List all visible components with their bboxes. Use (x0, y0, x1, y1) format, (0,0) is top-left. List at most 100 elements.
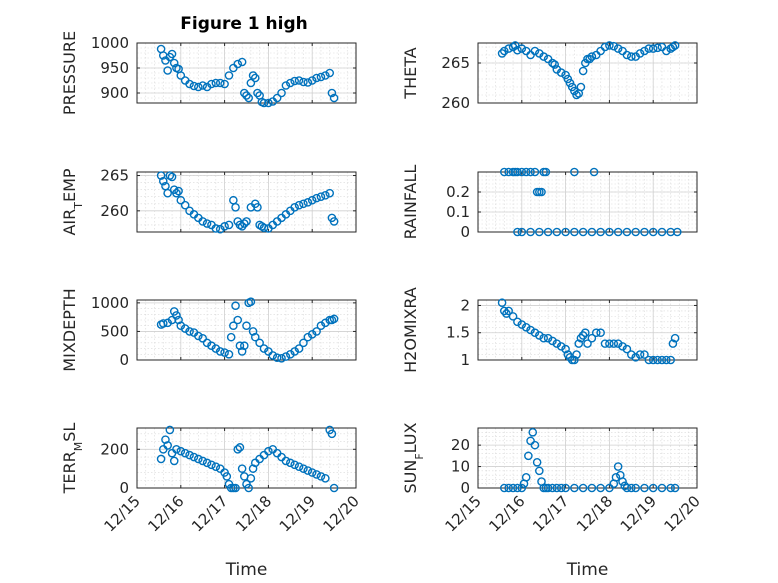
data-point (609, 339, 619, 348)
y-tick-label: 900 (100, 84, 129, 102)
data-point (662, 355, 671, 365)
data-point (570, 167, 579, 177)
data-point (312, 327, 321, 336)
data-point (294, 200, 304, 210)
data-point (648, 483, 658, 493)
data-point (537, 187, 546, 197)
data-point (235, 341, 245, 351)
x-tick-label: 12/18 (232, 492, 275, 535)
data-point (618, 342, 627, 351)
data-point (543, 333, 553, 343)
y-tick-label: 1000 (91, 294, 129, 312)
y-tick-label: 0.1 (446, 203, 470, 221)
data-point (167, 172, 177, 182)
data-point (526, 436, 535, 446)
data-point (556, 342, 566, 351)
data-point (517, 227, 527, 237)
x-tick-label: 12/16 (144, 492, 187, 535)
y-tick-label: 0.2 (446, 183, 470, 201)
data-point (611, 472, 621, 482)
data-point (233, 59, 243, 69)
data-point (290, 202, 299, 212)
data-point (613, 44, 623, 53)
x-tick-label: 12/20 (320, 492, 363, 535)
data-point (622, 227, 632, 237)
data-point (248, 327, 258, 336)
subplot-h2omixra: 1 1.5 2 H2OMIXRA (401, 287, 698, 373)
data-point (176, 446, 186, 456)
data-point (530, 167, 540, 177)
data-point (543, 227, 553, 237)
data-point (517, 167, 527, 177)
data-point (627, 52, 636, 61)
data-point (240, 88, 249, 98)
data-point (244, 93, 253, 103)
data-point (648, 227, 658, 237)
data-point (570, 483, 579, 493)
axes-frame (477, 42, 698, 104)
data-point (224, 220, 234, 230)
data-point (327, 429, 337, 439)
data-point (233, 315, 243, 325)
data-point (631, 352, 640, 362)
data-point (207, 460, 216, 470)
data-point (156, 454, 166, 464)
data-point (543, 483, 553, 493)
data-point (605, 41, 614, 50)
subplot-theta: 260 265 THETA (401, 41, 698, 112)
data-point (539, 333, 549, 343)
data-point (535, 331, 544, 340)
data-point (237, 464, 247, 473)
data-point (259, 223, 269, 233)
data-point (272, 93, 282, 103)
data-point (215, 78, 225, 88)
data-point (521, 472, 531, 482)
data-point (644, 355, 654, 365)
y-tick-label: 1000 (91, 34, 129, 52)
data-point (158, 176, 168, 186)
data-point (600, 42, 610, 52)
y-tick-label: 200 (100, 440, 129, 458)
data-point (548, 336, 557, 346)
data-point (556, 483, 566, 493)
data-point (235, 443, 245, 452)
data-point (180, 448, 190, 458)
data-point (299, 77, 308, 87)
data-point (530, 440, 540, 450)
y-axis-label: THETA (401, 47, 420, 99)
data-point (316, 192, 326, 202)
data-point (532, 457, 542, 467)
y-tick-label: 0 (119, 479, 129, 497)
data-point (631, 483, 640, 493)
data-point (250, 332, 260, 342)
data-point (237, 347, 247, 356)
data-point (163, 441, 172, 450)
y-tick-label: 950 (100, 59, 129, 77)
data-point (163, 188, 172, 198)
data-point (613, 227, 623, 237)
data-point (316, 472, 326, 481)
data-point (325, 188, 335, 198)
data-point (657, 483, 667, 493)
y-tick-label: 265 (441, 54, 470, 72)
data-point (172, 311, 181, 320)
data-point (211, 462, 221, 472)
data-point (653, 355, 662, 365)
data-point (587, 52, 597, 61)
data-point (312, 193, 321, 203)
data-point (605, 483, 614, 493)
data-point (596, 483, 605, 493)
data-point (668, 339, 678, 348)
data-point (264, 98, 273, 108)
data-point (237, 57, 247, 67)
data-point (176, 71, 186, 80)
data-point (244, 483, 253, 493)
data-point (316, 72, 326, 82)
y-axis-label: PRESSURE (60, 31, 79, 115)
x-tick-label: 12/16 (485, 492, 528, 535)
data-point (574, 339, 584, 348)
data-point (250, 73, 260, 83)
data-point (185, 450, 194, 460)
data-point (513, 317, 522, 327)
data-point (307, 76, 317, 85)
